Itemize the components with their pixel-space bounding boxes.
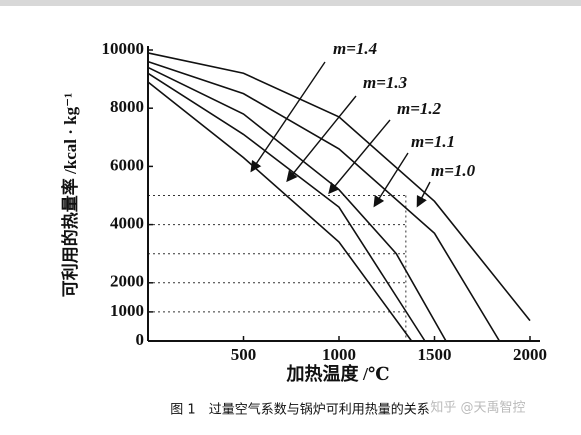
x-tick-label: 1000 (322, 345, 356, 364)
top-bar (0, 0, 581, 6)
x-tick-label: 500 (231, 345, 257, 364)
annotation-arrow (416, 181, 431, 208)
x-axis-label: 加热温度 /℃ (285, 363, 389, 384)
caption: 图 1 过量空气系数与锅炉可利用热量的关系 (170, 402, 429, 418)
y-tick-label: 6000 (110, 155, 144, 174)
y-axis-label: 可利用的热量率 /kcal · kg⁻¹ (60, 93, 80, 297)
curve (147, 60, 501, 342)
curve (147, 52, 531, 322)
curve-label: m=1.1 (411, 132, 455, 151)
y-tick-label: 8000 (110, 97, 144, 116)
y-tick-label: 0 (136, 330, 145, 349)
curve (147, 72, 426, 342)
y-tick-label: 1000 (110, 301, 144, 320)
curve-label: m=1.3 (363, 73, 408, 92)
watermark: 知乎 @天禹智控 (430, 400, 525, 416)
curve-label: m=1.0 (431, 161, 476, 180)
y-tick-label: 4000 (110, 214, 144, 233)
annotation-arrow (250, 61, 326, 173)
y-tick-label: 2000 (110, 272, 144, 291)
y-tick-label: 10000 (102, 39, 145, 58)
curve-label: m=1.2 (397, 99, 442, 118)
x-tick-label: 1500 (418, 345, 452, 364)
annotation-arrow (373, 152, 409, 208)
curve (147, 81, 413, 342)
x-tick-label: 2000 (513, 345, 547, 364)
annotation-arrow (286, 95, 357, 183)
curve-label: m=1.4 (333, 39, 377, 58)
annotation-arrow (328, 119, 391, 195)
